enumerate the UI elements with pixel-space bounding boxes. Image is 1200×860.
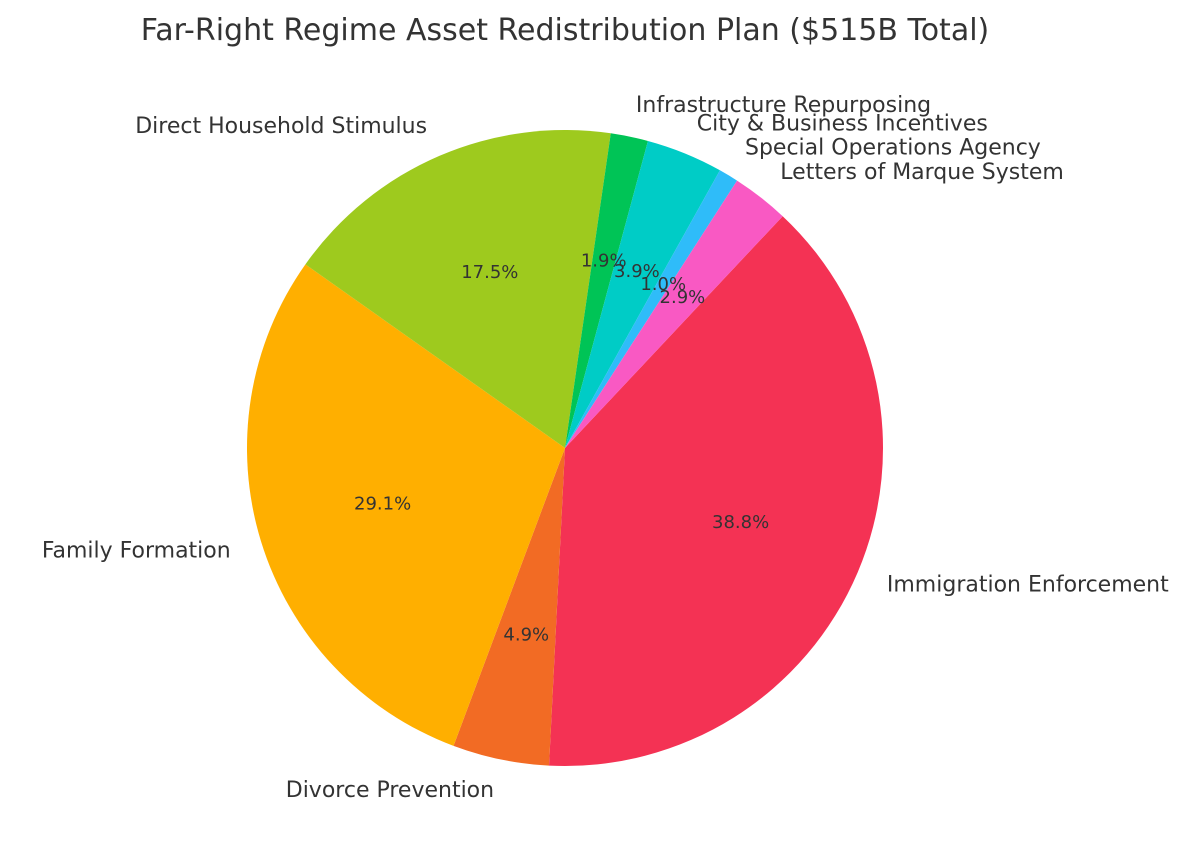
slice-label-special-operations-agency: Special Operations Agency bbox=[745, 136, 1041, 161]
chart-title: Far-Right Regime Asset Redistribution Pl… bbox=[141, 13, 990, 48]
pct-label-divorce-prevention: 4.9% bbox=[503, 624, 549, 645]
slice-label-family-formation: Family Formation bbox=[42, 538, 231, 563]
pct-label-special-operations-agency: 1.0% bbox=[640, 274, 686, 295]
pct-label-immigration-enforcement: 38.8% bbox=[712, 512, 769, 533]
pct-label-letters-of-marque-system: 2.9% bbox=[660, 287, 706, 308]
slice-label-infrastructure-repurposing: Infrastructure Repurposing bbox=[636, 93, 931, 118]
slice-label-letters-of-marque-system: Letters of Marque System bbox=[780, 160, 1064, 185]
pct-label-city-and-business-incentives: 3.9% bbox=[614, 261, 660, 282]
pct-label-infrastructure-repurposing: 1.9% bbox=[581, 251, 627, 272]
pct-label-family-formation: 29.1% bbox=[354, 494, 411, 515]
pie-slice-direct-household-stimulus bbox=[305, 129, 611, 449]
slice-label-direct-household-stimulus: Direct Household Stimulus bbox=[135, 114, 427, 139]
labels-layer: Immigration Enforcement Divorce Preventio… bbox=[42, 93, 1169, 803]
pie-slice-letters-of-marque-system bbox=[565, 180, 783, 448]
pie-slice-infrastructure-repurposing bbox=[565, 133, 648, 448]
slice-label-city-and-business-incentives: City & Business Incentives bbox=[697, 112, 988, 137]
pie-slice-family-formation bbox=[246, 264, 565, 746]
pie-slice-divorce-prevention bbox=[453, 448, 565, 766]
pct-layer: 38.8% 4.9% 29.1% 17.5% 1.9%3.9%1.0%2.9% bbox=[354, 251, 769, 646]
slice-label-immigration-enforcement: Immigration Enforcement bbox=[887, 572, 1169, 597]
pie-slice-city-and-business-incentives bbox=[565, 141, 720, 448]
slices-layer bbox=[246, 129, 884, 767]
pie-slice-special-operations-agency bbox=[565, 170, 738, 449]
pie-slice-immigration-enforcement bbox=[549, 216, 884, 767]
pct-label-direct-household-stimulus: 17.5% bbox=[461, 262, 518, 283]
slice-label-divorce-prevention: Divorce Prevention bbox=[286, 778, 494, 803]
